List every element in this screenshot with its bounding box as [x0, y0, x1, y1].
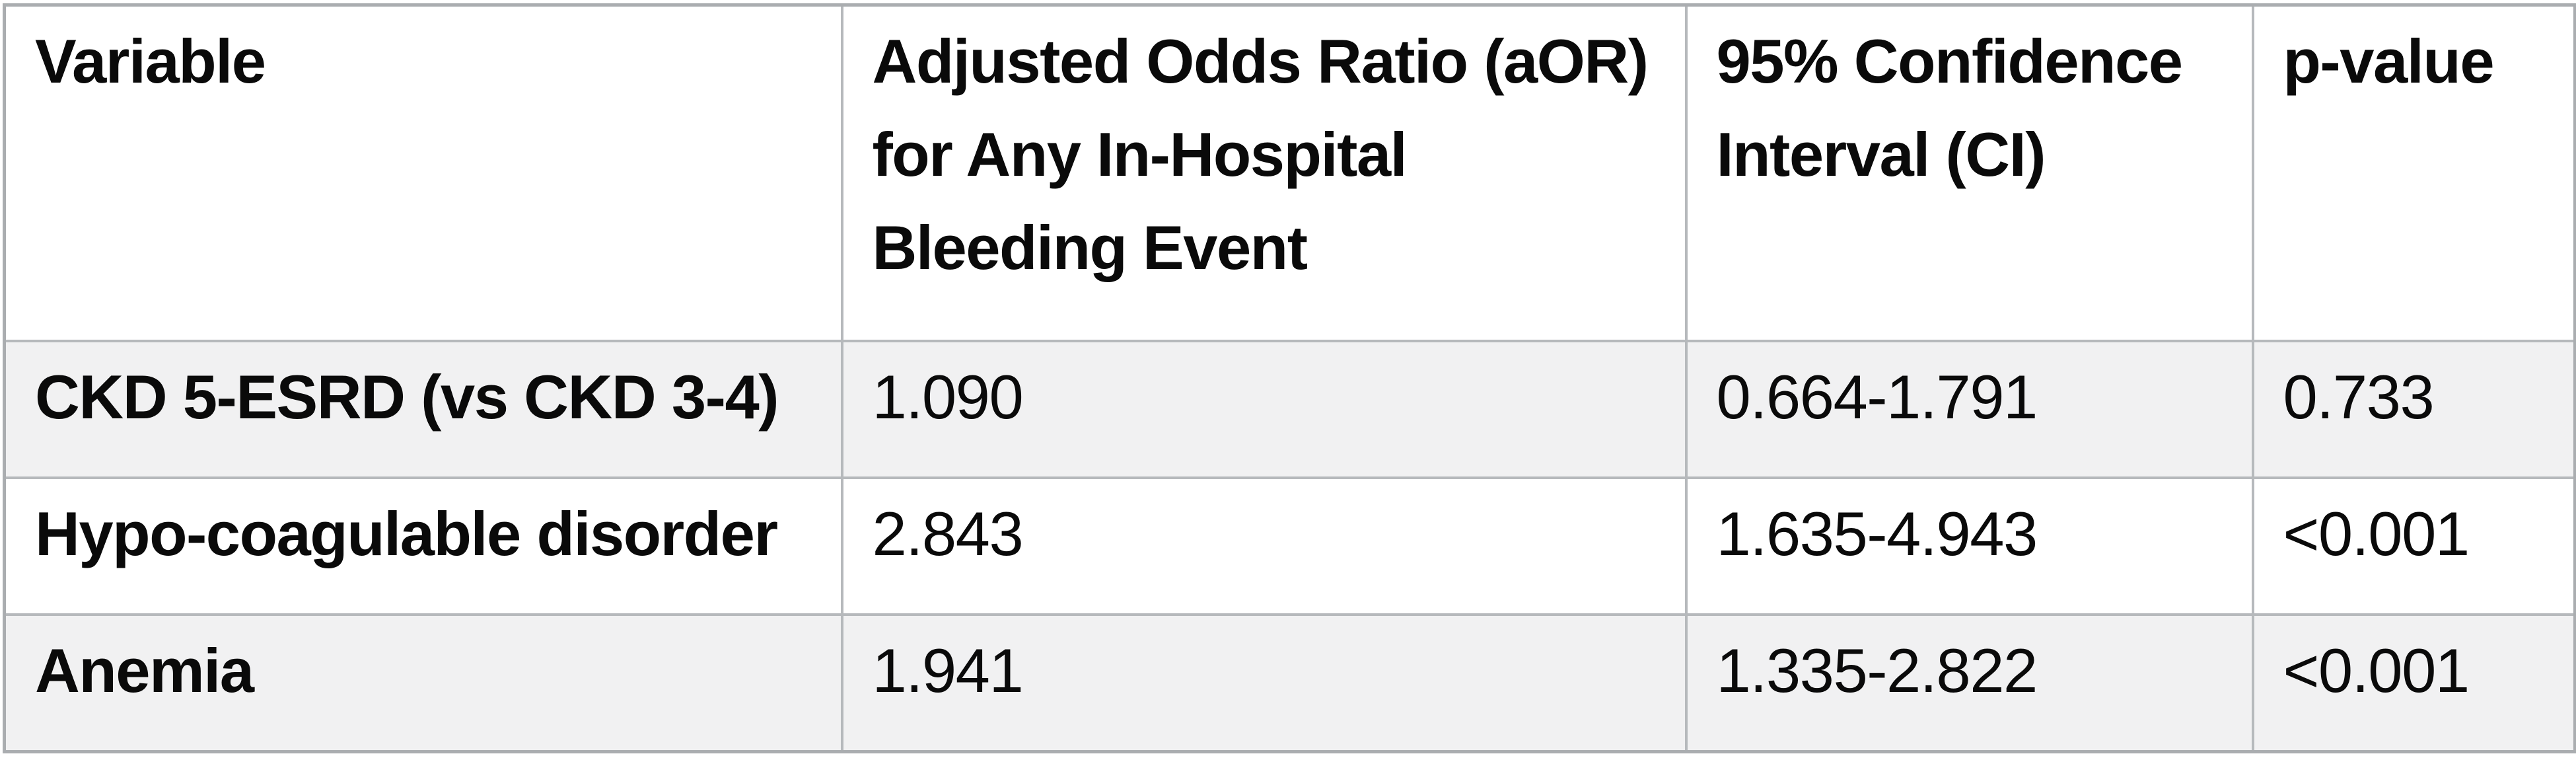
ci-cell: 1.635-4.943	[1684, 476, 2254, 616]
ci-cell: 1.335-2.822	[1684, 613, 2254, 753]
table-row-hypo-coagulable-disorder: Hypo-coagulable disorder 2.843 1.635-4.9…	[3, 476, 2576, 616]
table-row-anemia: Anemia 1.941 1.335-2.822 <0.001	[3, 613, 2576, 753]
table-row-ckd5-esrd: CKD 5-ESRD (vs CKD 3-4) 1.090 0.664-1.79…	[3, 340, 2576, 479]
column-header-p-value: p-value	[2251, 3, 2576, 342]
header-row: Variable Adjusted Odds Ratio (aOR) for A…	[3, 3, 2576, 342]
column-header-variable: Variable	[3, 3, 843, 342]
p-value-cell: 0.733	[2251, 340, 2576, 479]
variable-cell: Anemia	[3, 613, 843, 753]
column-header-confidence-interval: 95% Confidence Interval (CI)	[1684, 3, 2254, 342]
odds-ratio-results-table: Variable Adjusted Odds Ratio (aOR) for A…	[3, 3, 2576, 753]
column-header-adjusted-odds-ratio: Adjusted Odds Ratio (aOR) for Any In-Hos…	[840, 3, 1688, 342]
ci-cell: 0.664-1.791	[1684, 340, 2254, 479]
aor-cell: 1.090	[840, 340, 1688, 479]
p-value-cell: <0.001	[2251, 613, 2576, 753]
variable-cell: Hypo-coagulable disorder	[3, 476, 843, 616]
p-value-cell: <0.001	[2251, 476, 2576, 616]
aor-cell: 1.941	[840, 613, 1688, 753]
aor-cell: 2.843	[840, 476, 1688, 616]
variable-cell: CKD 5-ESRD (vs CKD 3-4)	[3, 340, 843, 479]
